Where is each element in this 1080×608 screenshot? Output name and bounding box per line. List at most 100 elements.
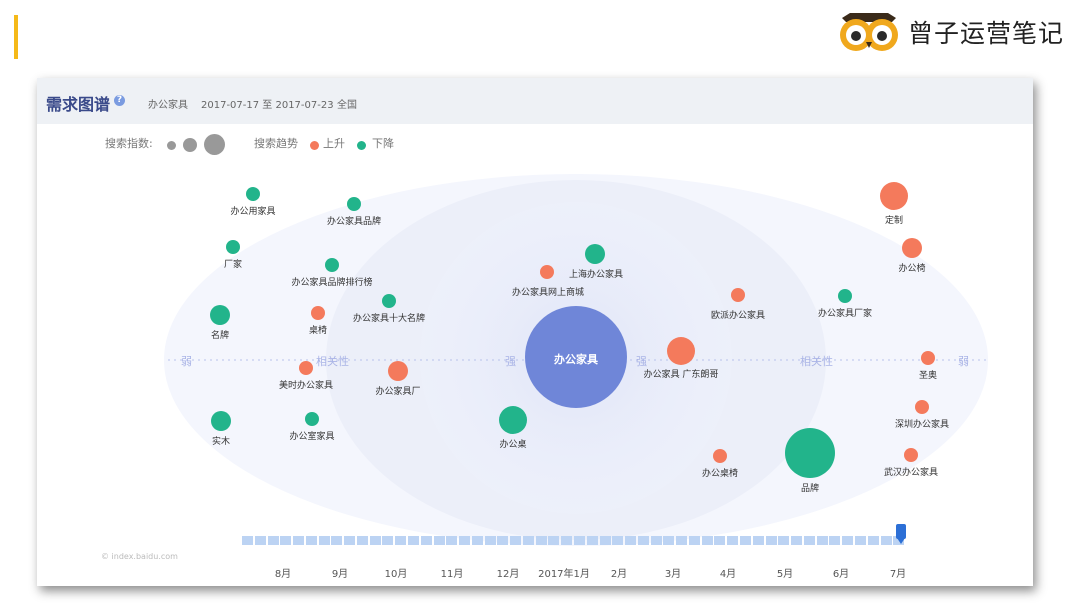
timeline-week[interactable] <box>459 536 471 545</box>
timeline-week[interactable] <box>740 536 752 545</box>
keyword-node-label[interactable]: 办公家具厂 <box>375 387 421 397</box>
timeline-week[interactable] <box>433 536 445 545</box>
timeline-week[interactable] <box>305 536 317 545</box>
timeline-week[interactable] <box>829 536 841 545</box>
timeline-week[interactable] <box>548 536 560 545</box>
keyword-node-label[interactable]: 办公椅 <box>898 264 926 274</box>
timeline-week[interactable] <box>701 536 713 545</box>
keyword-node-label[interactable]: 深圳办公家具 <box>894 420 950 430</box>
keyword-node-label[interactable]: 办公家具品牌排行榜 <box>291 278 373 288</box>
timeline-week[interactable] <box>510 536 522 545</box>
timeline-week[interactable] <box>522 536 534 545</box>
timeline-week[interactable] <box>382 536 394 545</box>
keyword-node[interactable] <box>347 197 361 211</box>
timeline-week[interactable] <box>561 536 573 545</box>
keyword-node[interactable] <box>499 406 527 434</box>
timeline-week[interactable] <box>356 536 368 545</box>
timeline-week[interactable] <box>267 536 279 545</box>
timeline-handle[interactable] <box>896 524 906 539</box>
timeline-week[interactable] <box>408 536 419 545</box>
timeline-week[interactable] <box>854 536 866 545</box>
region-label[interactable]: 全国 <box>337 100 357 111</box>
timeline-week[interactable] <box>637 536 649 545</box>
keyword-node[interactable] <box>210 305 230 325</box>
timeline-week[interactable] <box>676 536 688 545</box>
keyword-node-label[interactable]: 办公家具十大名牌 <box>352 314 426 324</box>
timeline-week[interactable] <box>803 536 815 545</box>
timeline-week[interactable] <box>752 536 764 545</box>
timeline-week[interactable] <box>331 536 343 545</box>
timeline-week[interactable] <box>574 536 586 545</box>
keyword-node-label[interactable]: 武汉办公家具 <box>883 468 939 478</box>
keyword-node[interactable] <box>904 448 918 462</box>
keyword-node[interactable] <box>880 182 908 210</box>
keyword-node[interactable] <box>305 412 319 426</box>
timeline-week[interactable] <box>535 536 547 545</box>
keyword-node[interactable] <box>838 289 852 303</box>
keyword-node[interactable] <box>902 238 922 258</box>
keyword-node[interactable] <box>921 351 935 365</box>
keyword-node-label[interactable]: 办公室家具 <box>289 432 335 442</box>
timeline-week[interactable] <box>714 536 726 545</box>
keyword-node-label[interactable]: 办公家具 广东朗哥 <box>643 370 719 380</box>
keyword-node[interactable] <box>915 400 929 414</box>
center-node[interactable] <box>525 306 627 408</box>
timeline-week[interactable] <box>599 536 611 545</box>
keyword-node[interactable] <box>540 265 554 279</box>
keyword-node-label[interactable]: 名牌 <box>210 331 230 341</box>
keyword-node[interactable] <box>667 337 695 365</box>
keyword-node-label[interactable]: 办公用家具 <box>230 207 276 217</box>
timeline-week[interactable] <box>791 536 803 545</box>
keyword-node[interactable] <box>246 187 260 201</box>
keyword-node-label[interactable]: 办公桌椅 <box>701 469 739 479</box>
timeline-week[interactable] <box>344 536 356 545</box>
timeline-week[interactable] <box>650 536 662 545</box>
timeline-week[interactable] <box>765 536 777 545</box>
keyword-node-label[interactable]: 办公家具厂家 <box>817 309 873 319</box>
timeline-week[interactable] <box>625 536 637 545</box>
timeline-week[interactable] <box>778 536 790 545</box>
timeline-week[interactable] <box>318 536 330 545</box>
keyword-node-label[interactable]: 厂家 <box>223 260 243 270</box>
keyword-node-label[interactable]: 办公家具网上商城 <box>511 288 585 298</box>
timeline-week[interactable] <box>446 536 458 545</box>
timeline-week[interactable] <box>880 536 892 545</box>
timeline-track[interactable] <box>242 536 906 545</box>
keyword-node-label[interactable]: 办公家具品牌 <box>326 217 382 227</box>
timeline-week[interactable] <box>867 536 879 545</box>
timeline-week[interactable] <box>293 536 305 545</box>
timeline-week[interactable] <box>484 536 496 545</box>
timeline-week[interactable] <box>612 536 624 545</box>
keyword-node[interactable] <box>388 361 408 381</box>
keyword-node[interactable] <box>585 244 605 264</box>
keyword-node-label[interactable]: 实木 <box>211 437 231 447</box>
timeline-week[interactable] <box>242 536 253 545</box>
timeline-week[interactable] <box>727 536 739 545</box>
keyword-node[interactable] <box>211 411 231 431</box>
timeline-week[interactable] <box>816 536 828 545</box>
keyword-node[interactable] <box>325 258 339 272</box>
keyword-node-label[interactable]: 美时办公家具 <box>278 381 334 391</box>
timeline-week[interactable] <box>586 536 598 545</box>
timeline-week[interactable] <box>497 536 509 545</box>
timeline-week[interactable] <box>280 536 292 545</box>
keyword-node[interactable] <box>713 449 727 463</box>
timeline-week[interactable] <box>254 536 266 545</box>
keyword-node-label[interactable]: 品牌 <box>800 484 820 494</box>
keyword-node[interactable] <box>299 361 313 375</box>
keyword-node[interactable] <box>311 306 325 320</box>
keyword-node-label[interactable]: 桌椅 <box>308 326 328 336</box>
timeline-week[interactable] <box>471 536 483 545</box>
keyword-node-label[interactable]: 上海办公家具 <box>568 270 624 280</box>
timeline-week[interactable] <box>420 536 432 545</box>
keyword-node-label[interactable]: 欧派办公家具 <box>710 311 766 321</box>
keyword-node[interactable] <box>731 288 745 302</box>
timeline-week[interactable] <box>688 536 700 545</box>
keyword-node-label[interactable]: 办公桌 <box>499 440 527 450</box>
timeline-week[interactable] <box>369 536 381 545</box>
keyword-node[interactable] <box>785 428 835 478</box>
keyword-node-label[interactable]: 圣奥 <box>918 371 938 381</box>
timeline-week[interactable] <box>842 536 854 545</box>
help-icon[interactable]: ? <box>114 95 125 106</box>
timeline-week[interactable] <box>395 536 407 545</box>
